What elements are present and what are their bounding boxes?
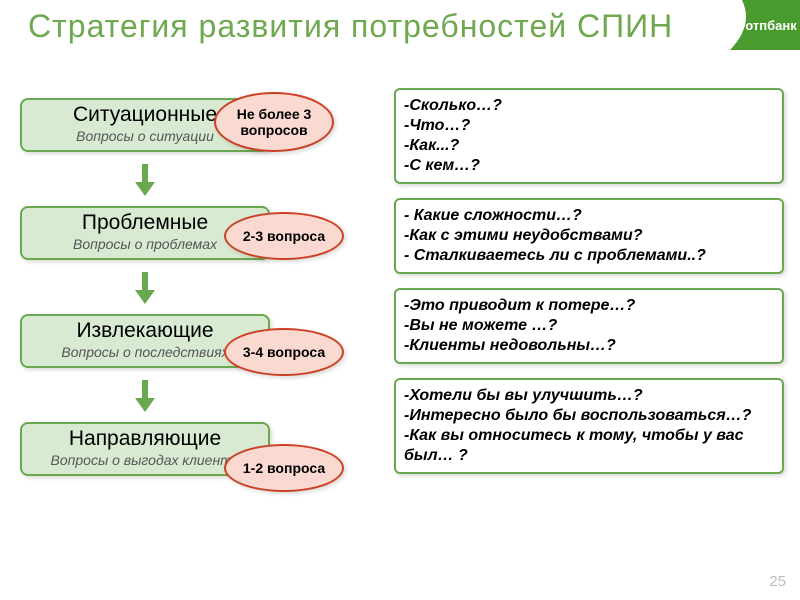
- slide-title: Стратегия развития потребностей СПИН: [28, 8, 673, 45]
- examples-column: -Сколько…? -Что…? -Как...? -С кем…? - Ка…: [394, 88, 784, 488]
- bubble-count-0: Не более 3 вопросов: [214, 92, 334, 152]
- logo-text: отпбанк: [733, 18, 796, 33]
- stage-name: Направляющие: [28, 428, 262, 450]
- page-number: 25: [769, 573, 786, 590]
- examples-box-0: -Сколько…? -Что…? -Как...? -С кем…?: [394, 88, 784, 184]
- bank-logo: отпбанк: [730, 0, 800, 50]
- examples-box-2: -Это приводит к потере…? -Вы не можете ……: [394, 288, 784, 364]
- stages-column: Ситуационные Вопросы о ситуации Проблемн…: [20, 98, 320, 486]
- bubble-count-3: 1-2 вопроса: [224, 444, 344, 492]
- arrow-down-icon: [20, 270, 270, 304]
- arrow-down-icon: [20, 162, 270, 196]
- arrow-down-icon: [20, 378, 270, 412]
- stage-name: Извлекающие: [28, 320, 262, 342]
- bubble-count-2: 3-4 вопроса: [224, 328, 344, 376]
- examples-box-3: -Хотели бы вы улучшить…? -Интересно было…: [394, 378, 784, 474]
- examples-box-1: - Какие сложности…? -Как с этими неудобс…: [394, 198, 784, 274]
- bubble-count-1: 2-3 вопроса: [224, 212, 344, 260]
